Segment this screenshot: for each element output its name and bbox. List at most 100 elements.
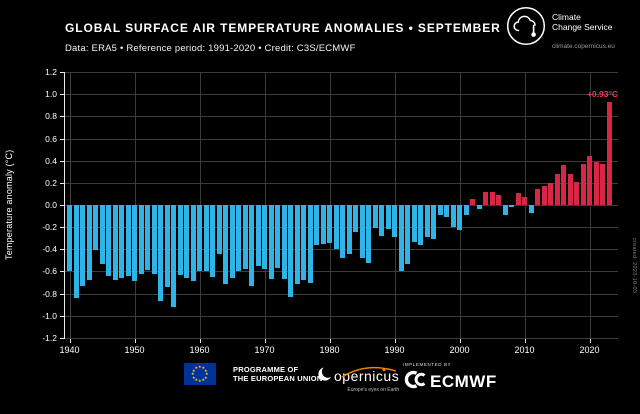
bar-1997 bbox=[437, 205, 443, 215]
eu-star-icon: ★ bbox=[194, 364, 199, 370]
y-axis-tick bbox=[60, 293, 64, 295]
bar-2008 bbox=[509, 205, 514, 208]
bar-1947 bbox=[112, 205, 118, 281]
bar-1998 bbox=[444, 205, 449, 218]
gridline-y bbox=[65, 94, 618, 96]
x-tick-label: 2020 bbox=[579, 345, 600, 355]
eu-star-icon: ★ bbox=[191, 367, 196, 373]
x-tick-label: 2000 bbox=[449, 345, 470, 355]
x-axis-tick bbox=[134, 339, 136, 343]
bar-2000 bbox=[457, 205, 462, 231]
y-tick-label: 0.6 bbox=[45, 133, 57, 144]
bar-1942 bbox=[80, 205, 85, 286]
bar-2019 bbox=[580, 164, 586, 205]
bar-2003 bbox=[476, 205, 482, 210]
eu-programme-line1: PROGRAMME OF bbox=[233, 365, 299, 374]
bar-1999 bbox=[450, 205, 456, 228]
bar-2004 bbox=[483, 191, 488, 205]
bar-1957 bbox=[177, 205, 183, 275]
bar-1975 bbox=[294, 205, 300, 284]
bar-1956 bbox=[171, 205, 176, 307]
bar-2010 bbox=[522, 197, 527, 205]
bar-1955 bbox=[164, 205, 170, 287]
bar-1948 bbox=[119, 205, 124, 279]
bar-1979 bbox=[320, 205, 326, 244]
bar-1966 bbox=[236, 205, 241, 272]
bar-1967 bbox=[242, 205, 248, 270]
x-axis-tick bbox=[459, 339, 461, 343]
y-tick-label: -1.2 bbox=[42, 332, 57, 343]
implemented-by-label: IMPLEMENTED BY bbox=[403, 362, 452, 367]
gridline-y bbox=[65, 337, 618, 339]
y-tick-label: -0.4 bbox=[42, 244, 57, 255]
bar-1953 bbox=[151, 205, 157, 274]
bar-1973 bbox=[281, 205, 287, 280]
x-axis-tick bbox=[394, 339, 396, 343]
ecmwf-wordmark: ECMWF bbox=[430, 372, 497, 391]
bar-2023 bbox=[606, 101, 612, 205]
y-tick-label: 0.2 bbox=[45, 177, 57, 188]
y-tick-label: 1.2 bbox=[45, 67, 57, 78]
bar-1995 bbox=[424, 205, 430, 238]
bar-1987 bbox=[372, 205, 378, 229]
bar-1971 bbox=[268, 205, 274, 280]
eu-star-icon: ★ bbox=[194, 377, 199, 383]
eu-star-icon: ★ bbox=[201, 377, 206, 383]
bar-2012 bbox=[535, 189, 540, 205]
y-tick-label: -0.2 bbox=[42, 222, 57, 233]
gridline-x bbox=[524, 72, 526, 338]
bar-1968 bbox=[249, 205, 254, 286]
x-axis-tick bbox=[524, 339, 526, 343]
climate-change-service-logo: Climate Change Service climate.copernicu… bbox=[506, 6, 615, 52]
bar-2006 bbox=[496, 195, 501, 205]
x-tick-label: 1970 bbox=[254, 345, 275, 355]
bar-1959 bbox=[190, 205, 196, 282]
copernicus-wordmark: opernicus bbox=[334, 368, 400, 384]
bar-1996 bbox=[431, 205, 436, 240]
bar-2016 bbox=[561, 165, 566, 205]
x-tick-label: 1980 bbox=[319, 345, 340, 355]
eu-programme-label: PROGRAMME OF THE EUROPEAN UNION bbox=[233, 365, 322, 383]
bar-2022 bbox=[600, 164, 605, 205]
x-axis-tick bbox=[264, 339, 266, 343]
bar-1974 bbox=[288, 205, 293, 297]
x-tick-label: 1990 bbox=[384, 345, 405, 355]
bar-2021 bbox=[593, 161, 599, 205]
eu-flag-icon: ★ ★★★★★★★★★★★★ bbox=[184, 363, 216, 385]
bar-2018 bbox=[574, 181, 579, 205]
bar-2020 bbox=[587, 156, 592, 205]
y-axis-title: Temperature anomaly (°C) bbox=[4, 149, 14, 261]
y-axis-tick bbox=[60, 182, 64, 184]
bar-1983 bbox=[346, 205, 352, 254]
bar-2002 bbox=[470, 199, 475, 205]
y-axis-tick bbox=[60, 160, 64, 162]
bar-1949 bbox=[125, 205, 131, 276]
eu-star-icon: ★ bbox=[204, 367, 208, 373]
y-tick-label: 1.0 bbox=[45, 89, 57, 100]
x-axis-tick bbox=[69, 339, 71, 343]
y-axis-tick bbox=[60, 205, 64, 206]
bar-1993 bbox=[411, 205, 417, 242]
bar-1976 bbox=[301, 205, 306, 281]
y-axis-tick bbox=[60, 138, 64, 140]
y-tick-label: -0.6 bbox=[42, 266, 57, 277]
gridline-y bbox=[65, 116, 618, 118]
gridline-y bbox=[65, 138, 618, 140]
chart-subtitle: Data: ERA5 • Reference period: 1991-2020… bbox=[65, 43, 356, 54]
y-axis-tick bbox=[60, 249, 64, 251]
y-axis-tick bbox=[60, 94, 64, 96]
copernicus-logo: opernicus Europe's eyes on Earth bbox=[318, 365, 399, 393]
x-axis-tick bbox=[329, 339, 331, 343]
bar-1940 bbox=[67, 205, 72, 272]
y-axis-tick bbox=[60, 271, 64, 273]
bar-2001 bbox=[463, 205, 469, 215]
chart-title: GLOBAL SURFACE AIR TEMPERATURE ANOMALIES… bbox=[65, 21, 501, 35]
bar-1978 bbox=[314, 205, 319, 245]
y-tick-label: 0.0 bbox=[45, 200, 57, 210]
x-axis-tick bbox=[589, 339, 591, 343]
bar-1994 bbox=[418, 205, 423, 245]
bar-1990 bbox=[392, 205, 397, 238]
bar-1986 bbox=[366, 205, 371, 263]
y-axis-tick bbox=[60, 116, 64, 118]
